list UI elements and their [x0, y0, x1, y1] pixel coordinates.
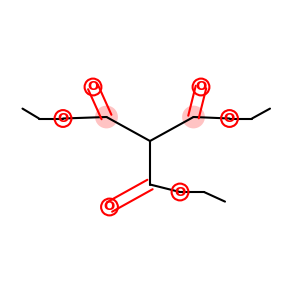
Text: O: O — [57, 112, 69, 125]
Text: O: O — [195, 80, 207, 94]
Text: O: O — [104, 200, 115, 214]
Circle shape — [182, 106, 205, 128]
Text: O: O — [224, 112, 235, 125]
Circle shape — [95, 106, 118, 128]
Text: O: O — [87, 80, 99, 94]
Text: O: O — [174, 185, 186, 199]
